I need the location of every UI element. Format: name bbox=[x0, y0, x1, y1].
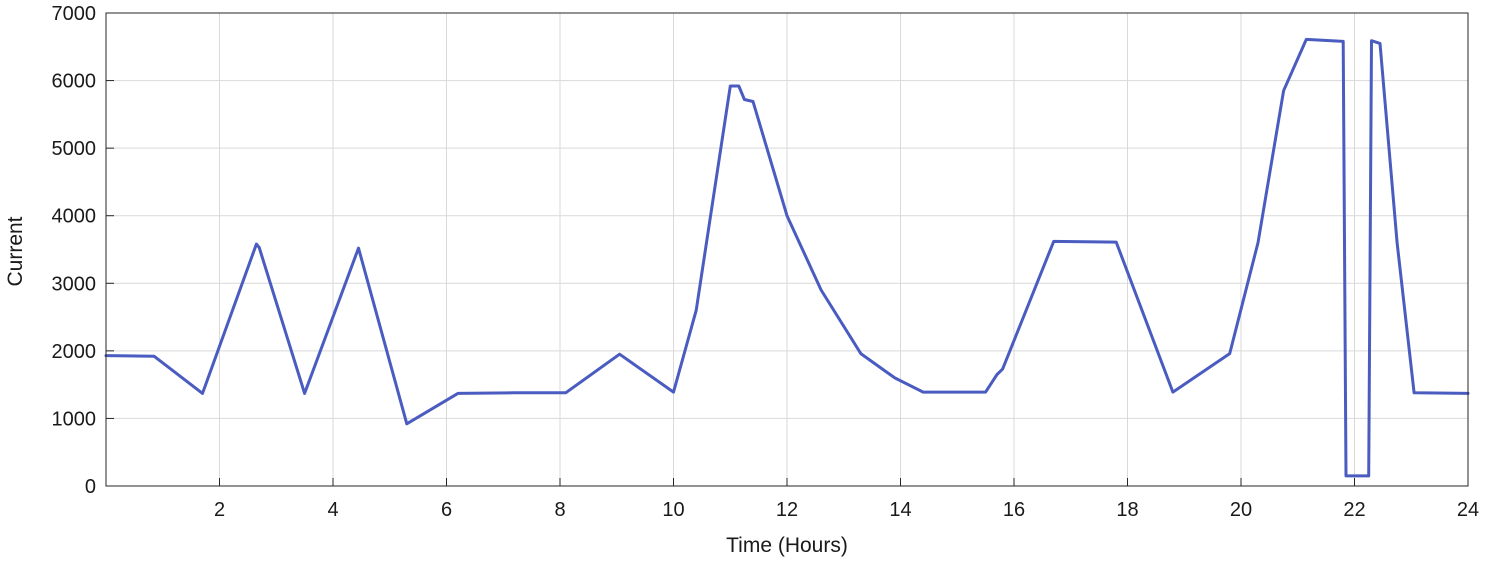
y-tick-label: 2000 bbox=[52, 341, 97, 363]
x-tick-label: 4 bbox=[327, 499, 338, 521]
series-layer bbox=[104, 37, 1470, 478]
x-tick-label: 2 bbox=[214, 499, 225, 521]
x-tick-label: 8 bbox=[554, 499, 565, 521]
x-tick-label: 16 bbox=[1003, 499, 1025, 521]
x-tick-label: 12 bbox=[776, 499, 798, 521]
x-tick-label: 24 bbox=[1457, 499, 1479, 521]
x-tick-label: 10 bbox=[662, 499, 684, 521]
x-tick-label: 6 bbox=[441, 499, 452, 521]
x-tick-label: 20 bbox=[1230, 499, 1252, 521]
y-tick-label: 1000 bbox=[52, 408, 97, 430]
y-tick-label: 4000 bbox=[52, 206, 97, 228]
x-tick-label: 22 bbox=[1343, 499, 1365, 521]
y-tick-label: 3000 bbox=[52, 273, 97, 295]
grid-layer bbox=[106, 13, 1468, 486]
y-tick-label: 7000 bbox=[52, 3, 97, 25]
y-tick-label: 6000 bbox=[52, 71, 97, 93]
y-axis-title: Current bbox=[4, 216, 27, 286]
series-line bbox=[104, 37, 1470, 478]
x-tick-label: 14 bbox=[889, 499, 911, 521]
y-tick-label: 5000 bbox=[52, 138, 97, 160]
tick-layer: 2 4 6 8 10 12 14 16 18 20 22 2401000200030004000500… bbox=[52, 3, 1480, 521]
x-tick-label: 18 bbox=[1116, 499, 1138, 521]
y-tick-label: 0 bbox=[85, 476, 96, 498]
x-axis-title: Time (Hours) bbox=[726, 534, 848, 557]
